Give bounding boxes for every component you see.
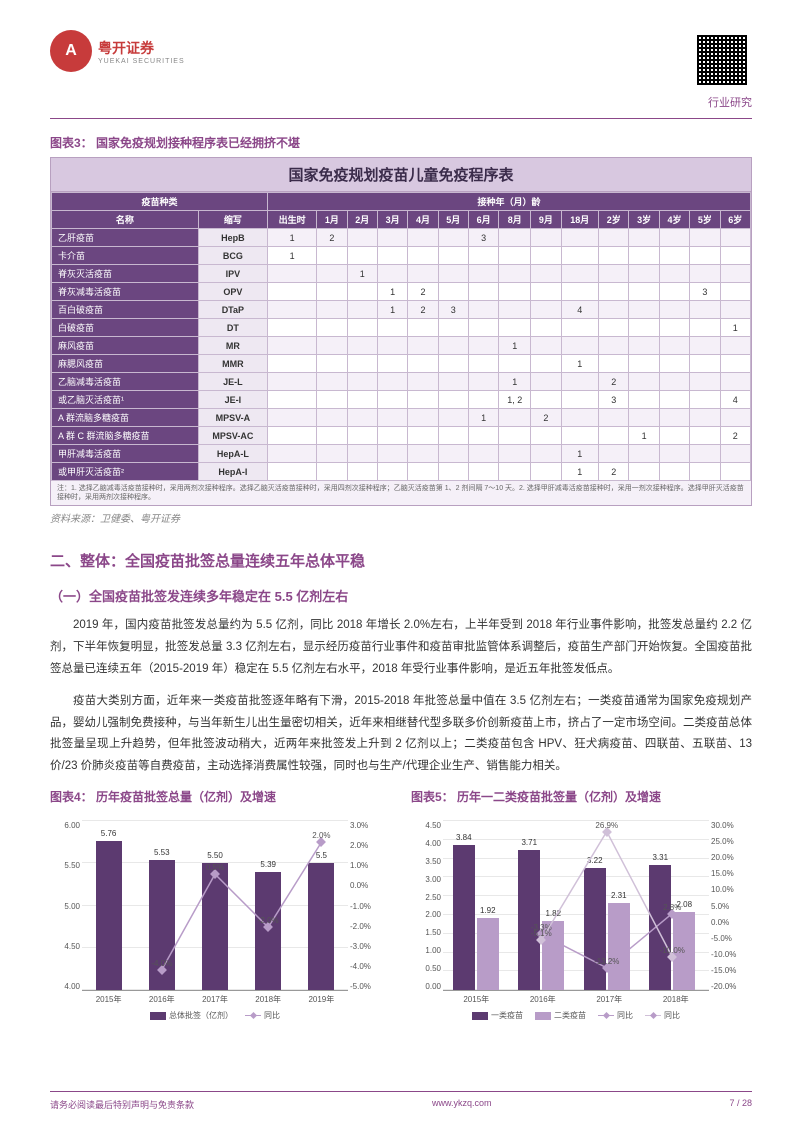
header-category: 行业研究	[692, 94, 752, 110]
logo-icon: A	[50, 30, 92, 72]
fig4-title: 图表4： 历年疫苗批签总量（亿剂）及增速	[50, 788, 391, 805]
section2-sub1: （一）全国疫苗批签发连续多年稳定在 5.5 亿剂左右	[50, 586, 752, 605]
para1: 2019 年，国内疫苗批签发总量约为 5.5 亿剂，同比 2018 年增长 2.…	[50, 615, 752, 681]
fig4-chart: 6.005.505.004.504.003.0%2.0%1.0%0.0%-1.0…	[50, 811, 380, 1021]
logo-subtext: YUEKAI SECURITIES	[98, 58, 185, 65]
footer: 请务必阅读最后特别声明与免责条款 www.ykzq.com 7 / 28	[50, 1091, 752, 1111]
para2: 疫苗大类别方面，近年来一类疫苗批签逐年略有下滑，2015-2018 年批签总量中…	[50, 691, 752, 778]
footer-center: www.ykzq.com	[432, 1098, 492, 1111]
qr-code	[692, 30, 752, 90]
fig3-source: 资料来源：卫健委、粤开证券	[50, 510, 752, 525]
fig5-chart: 4.504.003.503.002.502.001.501.000.500.00…	[411, 811, 741, 1021]
logo-text: 粤开证券	[98, 38, 185, 58]
fig5-title: 图表5： 历年一二类疫苗批签量（亿剂）及增速	[411, 788, 752, 805]
page-header: A 粤开证券 YUEKAI SECURITIES 行业研究	[50, 30, 752, 119]
section2-title: 二、整体：全国疫苗批签总量连续五年总体平稳	[50, 550, 752, 571]
footer-right: 7 / 28	[729, 1098, 752, 1111]
fig3-title: 图表3： 国家免疫规划接种程序表已经拥挤不堪	[50, 134, 752, 151]
schedule-table: 国家免疫规划疫苗儿童免疫程序表 疫苗种类接种年（月）龄名称缩写出生时1月2月3月…	[50, 157, 752, 506]
footer-left: 请务必阅读最后特别声明与免责条款	[50, 1098, 194, 1111]
schedule-title: 国家免疫规划疫苗儿童免疫程序表	[51, 158, 751, 192]
logo: A 粤开证券 YUEKAI SECURITIES	[50, 30, 185, 72]
schedule-note: 注：1. 选择乙脑减毒活疫苗接种时，采用两剂次接种程序。选择乙脑灭活疫苗接种时，…	[51, 481, 751, 505]
